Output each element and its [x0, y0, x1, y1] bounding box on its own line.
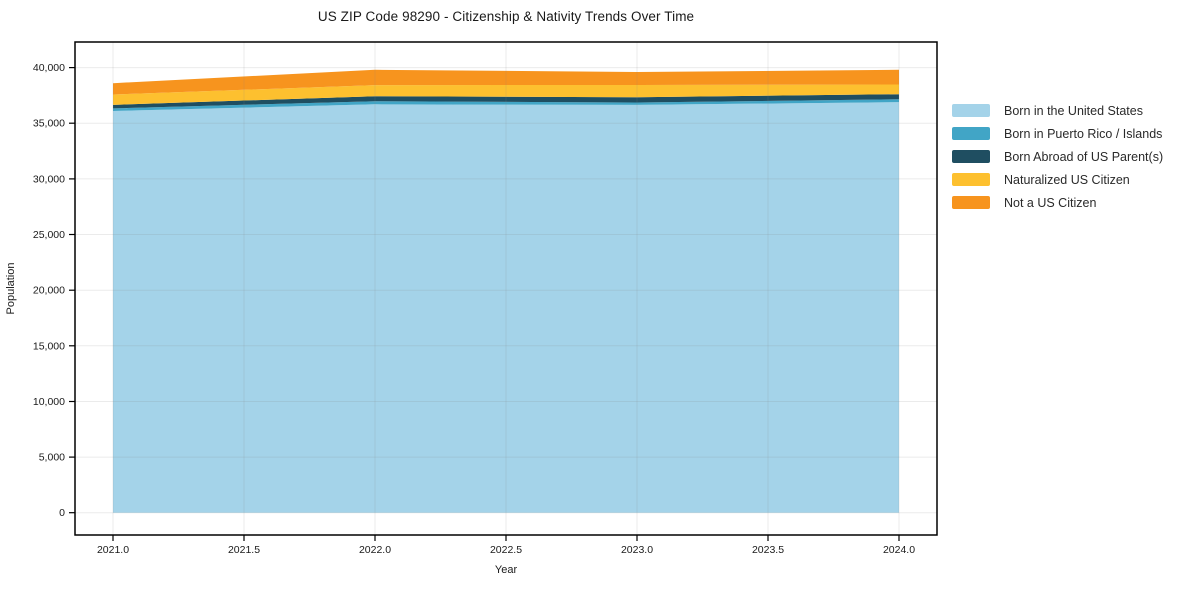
y-tick-label: 30,000 [33, 173, 65, 185]
legend-label: Born in Puerto Rico / Islands [1004, 126, 1163, 141]
legend-label: Born Abroad of US Parent(s) [1004, 149, 1164, 164]
legend-label: Born in the United States [1004, 103, 1143, 118]
legend-label: Not a US Citizen [1004, 195, 1097, 210]
legend-item-born-abroad-of-us-parent-s: Born Abroad of US Parent(s) [952, 149, 1164, 164]
x-axis-label: Year [495, 564, 518, 576]
legend-item-born-in-puerto-rico-islands: Born in Puerto Rico / Islands [952, 126, 1163, 141]
area-born-in-the-united-states [113, 102, 899, 513]
y-tick-label: 35,000 [33, 118, 65, 130]
legend: Born in the United States Born in Puerto … [952, 103, 1164, 210]
chart-title: US ZIP Code 98290 - Citizenship & Nativi… [317, 9, 695, 24]
legend-item-not-a-us-citizen: Not a US Citizen [952, 195, 1163, 210]
legend-swatch-born-in-puerto-rico-islands [952, 127, 990, 140]
x-tick-label: 2021.5 [228, 544, 260, 556]
y-tick-label: 0 [59, 507, 65, 519]
y-tick-label: 10,000 [33, 396, 65, 408]
legend-swatch-born-in-the-united-states [952, 104, 990, 117]
y-tick-label: 15,000 [33, 340, 65, 352]
area-naturalized-us-citizen [113, 84, 899, 105]
legend-swatch-naturalized-us-citizen [952, 173, 990, 186]
y-tick-label: 25,000 [33, 229, 65, 241]
x-tick-label: 2023.0 [621, 544, 653, 556]
legend-swatch-born-abroad-of-us-parent-s [952, 150, 990, 163]
legend-label: Naturalized US Citizen [1004, 172, 1130, 187]
legend-item-born-in-the-united-states: Born in the United States [952, 103, 1163, 118]
area-not-a-us-citizen [113, 69, 899, 95]
y-tick-label: 40,000 [33, 62, 65, 74]
x-tick-label: 2022.5 [490, 544, 522, 556]
legend-swatch-not-a-us-citizen [952, 196, 990, 209]
x-tick-label: 2024.0 [883, 544, 915, 556]
y-tick-label: 20,000 [33, 285, 65, 297]
x-tick-label: 2023.5 [752, 544, 784, 556]
area-born-abroad-of-us-parent-s [113, 94, 899, 109]
x-tick-label: 2022.0 [359, 544, 391, 556]
x-tick-label: 2021.0 [97, 544, 129, 556]
y-axis-label: Population [5, 263, 17, 315]
area-born-in-puerto-rico-islands [113, 99, 899, 111]
y-tick-label: 5,000 [39, 452, 65, 464]
legend-item-naturalized-us-citizen: Naturalized US Citizen [952, 172, 1163, 187]
